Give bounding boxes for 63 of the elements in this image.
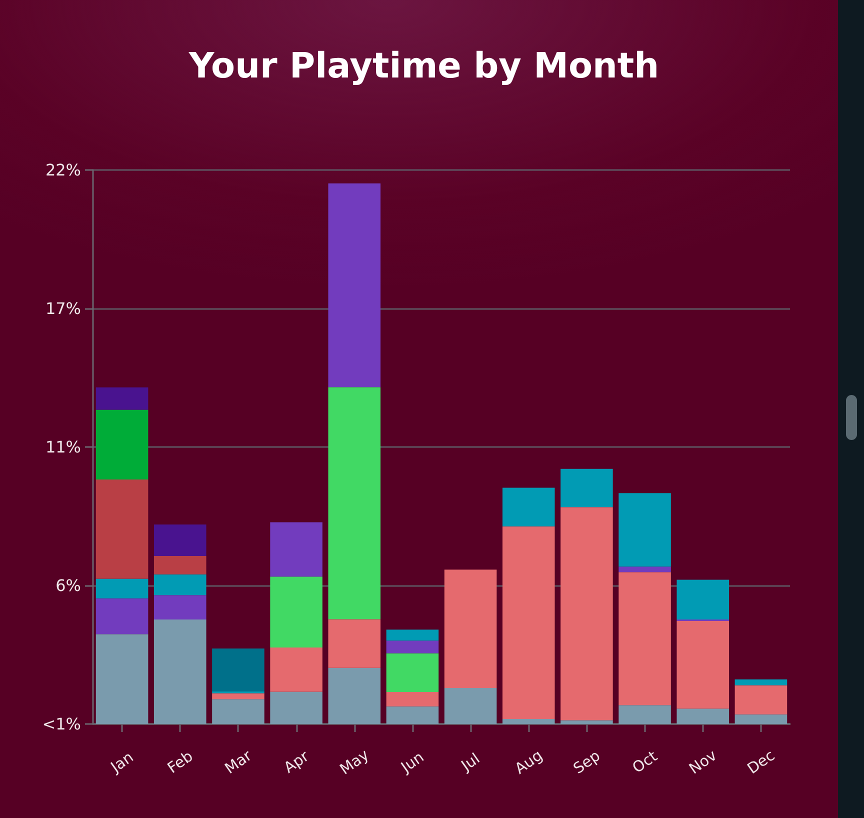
bar — [96, 410, 148, 480]
bar — [386, 706, 439, 724]
bar — [212, 648, 264, 692]
bar — [328, 183, 381, 388]
x-tick-label: Jul — [457, 749, 484, 776]
bar — [154, 556, 206, 574]
bar — [96, 598, 148, 634]
y-tick-label: 17% — [45, 299, 81, 318]
bar — [618, 493, 671, 567]
y-tick-label: 22% — [45, 160, 81, 180]
bar — [154, 524, 206, 556]
x-tick-label: Mar — [221, 746, 256, 778]
x-tick-label: Aug — [511, 746, 546, 778]
x-tick-label: Jun — [396, 748, 428, 777]
bar — [502, 718, 555, 724]
bar — [386, 630, 439, 641]
bar — [676, 621, 730, 709]
bar — [618, 705, 671, 724]
bar — [212, 699, 264, 724]
bar — [734, 685, 788, 714]
bar — [560, 468, 613, 508]
bar — [154, 574, 206, 596]
bar — [96, 387, 148, 410]
x-tick-label: Jan — [106, 748, 137, 777]
x-tick-label: Dec — [744, 746, 778, 778]
bar — [502, 488, 555, 526]
bar — [676, 708, 730, 724]
bar — [676, 580, 730, 620]
bar — [96, 634, 148, 724]
x-tick-label: Feb — [164, 747, 196, 777]
bar — [328, 619, 381, 668]
bar — [444, 688, 497, 724]
bar — [386, 692, 439, 706]
y-tick-label: <1% — [42, 714, 81, 734]
x-tick-label: Nov — [686, 746, 720, 778]
bar — [734, 679, 788, 686]
bar — [96, 578, 148, 598]
x-tick-label: May — [336, 746, 372, 778]
bar — [154, 619, 206, 724]
y-tick-label: 11% — [45, 438, 81, 456]
bar — [618, 566, 671, 572]
bar — [270, 647, 322, 692]
bar — [96, 479, 148, 579]
bar — [502, 526, 555, 719]
bar — [270, 692, 322, 724]
x-tick-label: Sep — [570, 746, 604, 778]
bar — [560, 507, 613, 720]
bar — [386, 640, 439, 654]
bar — [270, 522, 322, 577]
bar — [560, 720, 613, 724]
bar — [734, 714, 788, 724]
bar — [386, 653, 439, 692]
y-tick-label: 6% — [56, 576, 81, 595]
bar — [154, 595, 206, 620]
x-tick-label: Apr — [280, 746, 313, 777]
bar — [270, 576, 322, 648]
chart-title: Your Playtime by Month — [188, 46, 660, 86]
bar — [444, 570, 497, 688]
bar — [618, 572, 671, 706]
bar — [328, 387, 381, 620]
bar — [328, 668, 381, 724]
bar — [212, 693, 264, 700]
x-tick-label: Oct — [629, 747, 661, 777]
